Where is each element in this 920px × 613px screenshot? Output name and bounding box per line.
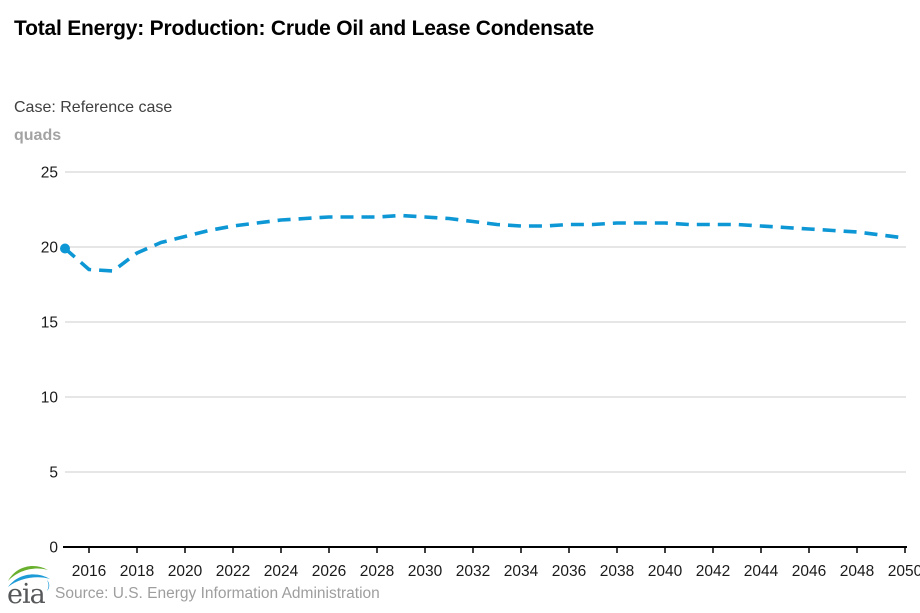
y-tick-label: 20 <box>41 240 59 257</box>
y-tick-label: 25 <box>41 165 58 182</box>
page-title: Total Energy: Production: Crude Oil and … <box>14 17 594 40</box>
data-line <box>63 213 906 273</box>
x-tick-label: 2016 <box>72 563 106 580</box>
x-tick-label: 2046 <box>792 563 826 580</box>
x-tick-label: 2036 <box>552 563 586 580</box>
x-tick-label: 2020 <box>168 563 203 580</box>
x-tick-label: 2044 <box>744 563 779 580</box>
y-tick-label: 0 <box>49 540 58 557</box>
source-text: Source: U.S. Energy Information Administ… <box>55 585 380 602</box>
x-tick-label: 2042 <box>696 563 730 580</box>
x-tick-label: 2032 <box>456 563 490 580</box>
x-tick-label: 2026 <box>312 563 346 580</box>
y-tick-label: 5 <box>49 465 58 482</box>
logo-text: eia <box>7 579 46 608</box>
series-start-dot <box>60 243 70 254</box>
logo-green-swoosh <box>8 565 48 581</box>
x-tick-label: 2034 <box>504 563 539 580</box>
x-tick-label: 2038 <box>600 563 634 580</box>
logo-blue-swoosh <box>8 574 50 587</box>
logo-blue-comma <box>47 580 50 591</box>
x-tick-label: 2024 <box>264 563 299 580</box>
x-tick-label: 2018 <box>120 563 154 580</box>
x-tick-label: 2048 <box>840 563 874 580</box>
x-tick-label: 2050 <box>888 563 920 580</box>
y-axis-unit-label: quads <box>14 127 62 144</box>
y-tick-label: 15 <box>41 315 58 332</box>
y-tick-label: 10 <box>41 390 59 407</box>
x-tick-label: 2022 <box>216 563 250 580</box>
case-label: Case: Reference case <box>14 99 173 116</box>
x-tick-label: 2040 <box>648 563 683 580</box>
eia-logo: eia <box>7 565 50 608</box>
x-tick-label: 2028 <box>360 563 394 580</box>
x-tick-label: 2030 <box>408 563 443 580</box>
